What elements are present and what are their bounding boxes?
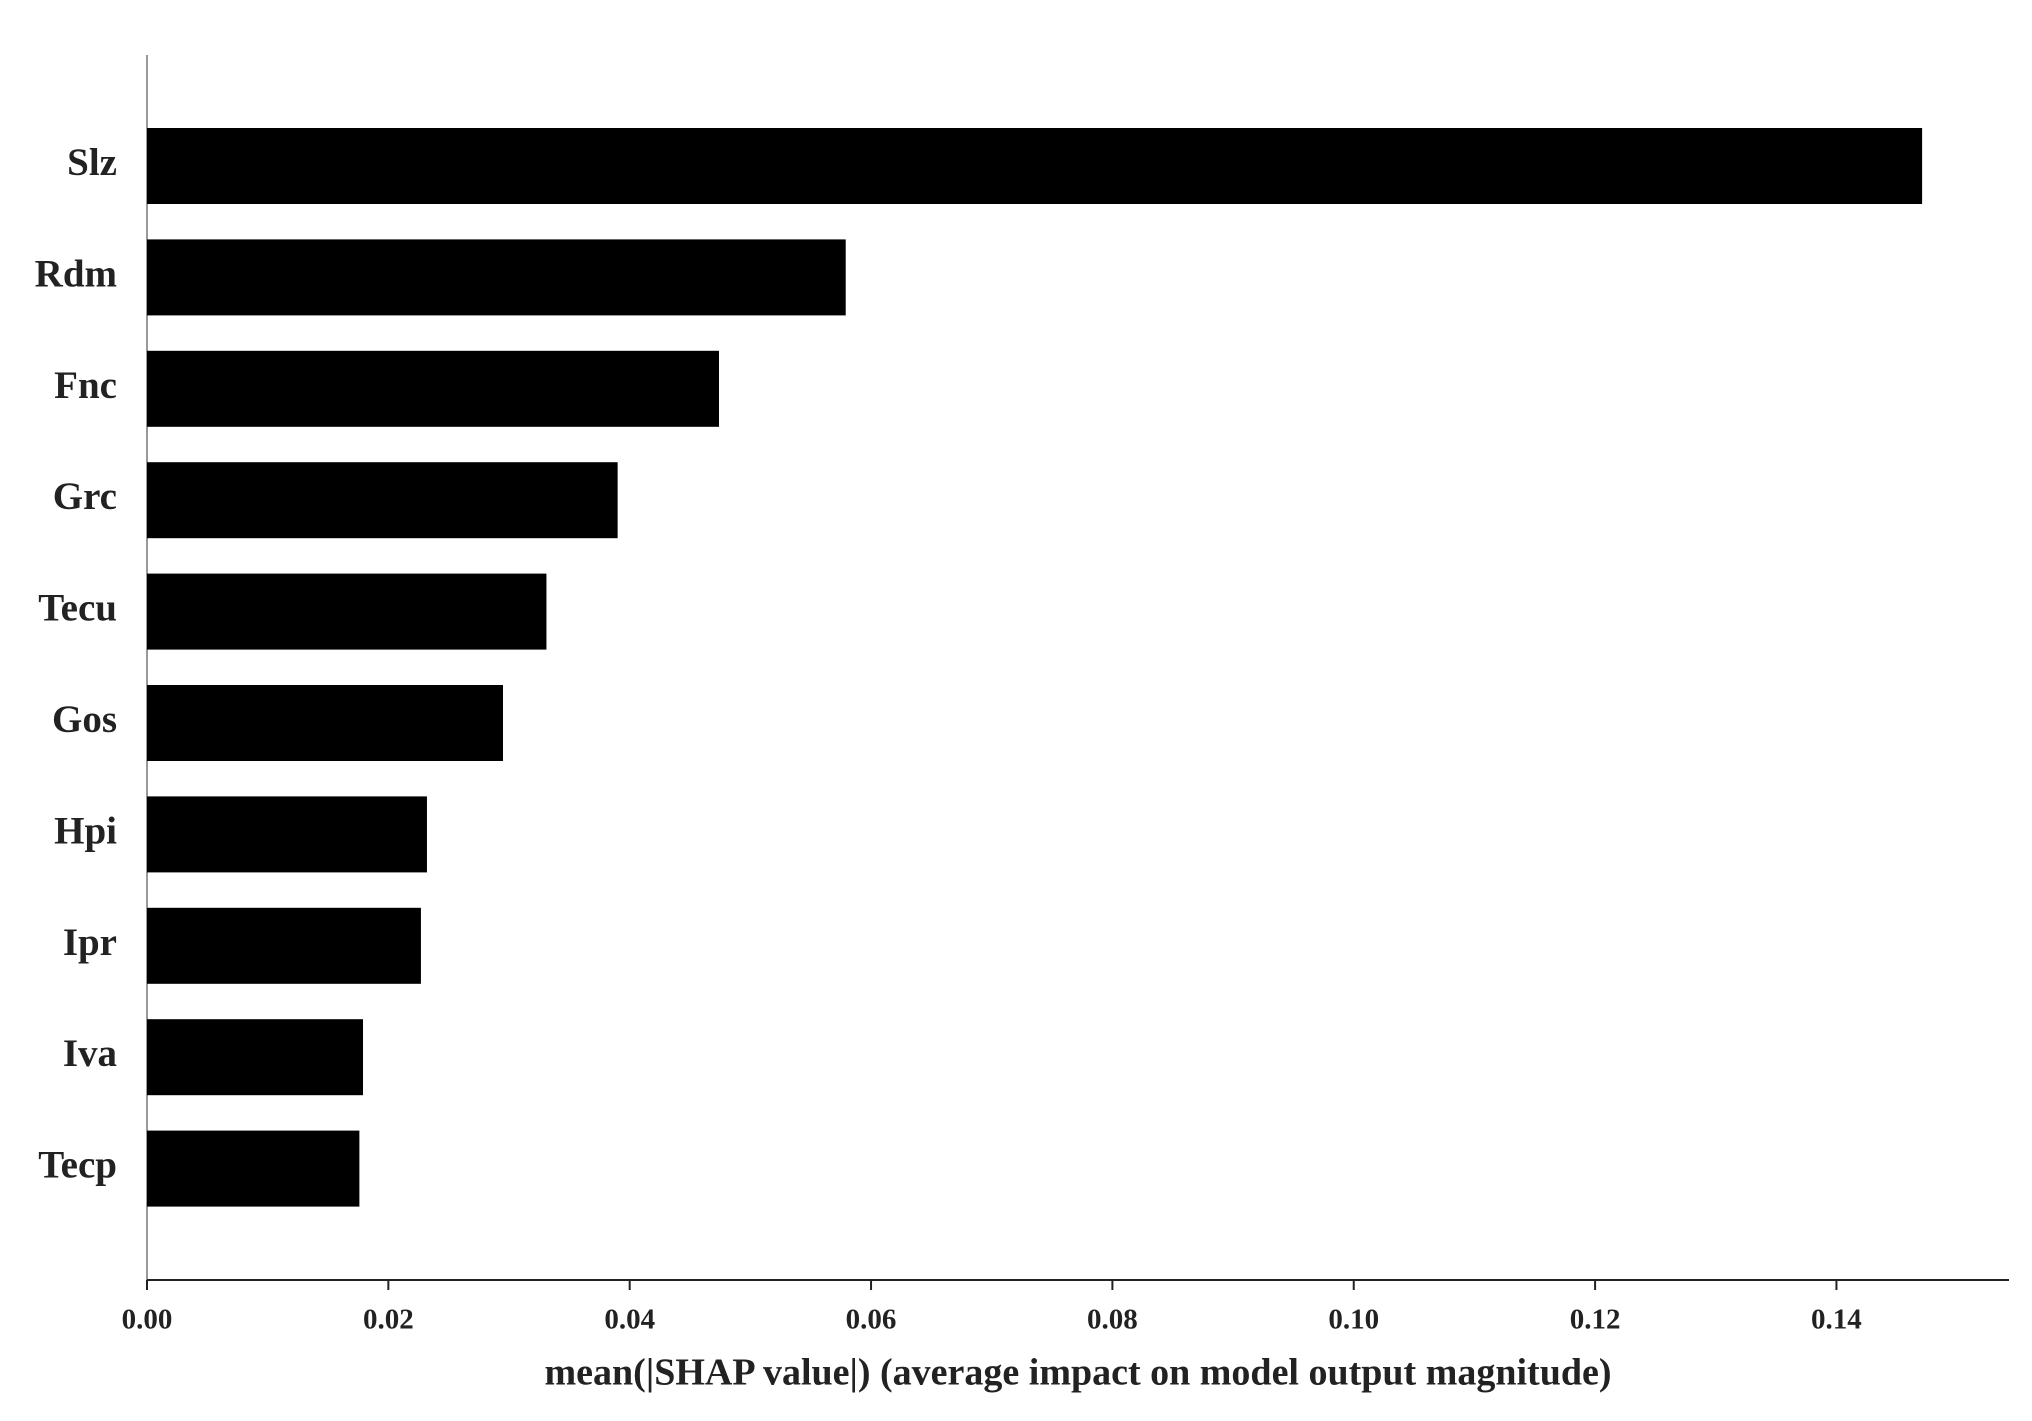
bar — [147, 1019, 364, 1096]
bar — [147, 573, 547, 650]
y-tick-label: Grc — [53, 475, 117, 518]
y-tick-label: Hpi — [54, 809, 117, 852]
x-tick-label: 0.12 — [1570, 1304, 1621, 1336]
x-tick-label: 0.10 — [1328, 1304, 1379, 1336]
y-tick-label: Gos — [52, 698, 117, 741]
y-tick-label: Tecp — [38, 1144, 117, 1187]
bar — [147, 239, 846, 316]
y-tick-label: Rdm — [35, 252, 117, 295]
x-tick-label: 0.06 — [846, 1304, 897, 1336]
bar — [147, 350, 719, 427]
y-tick-label: Fnc — [54, 364, 117, 407]
y-tick-label: Tecu — [38, 587, 117, 630]
bar — [147, 462, 618, 539]
y-tick-label: Slz — [67, 141, 117, 184]
y-tick-label: Iva — [63, 1032, 117, 1075]
bar — [147, 128, 1923, 204]
x-tick-label: 0.08 — [1087, 1304, 1138, 1336]
bar — [147, 907, 421, 984]
bar — [147, 1130, 360, 1207]
bar — [147, 796, 427, 873]
x-tick-label: 0.04 — [604, 1304, 655, 1336]
bar — [147, 685, 503, 761]
x-tick-label: 0.00 — [122, 1304, 173, 1336]
y-tick-label: Ipr — [63, 921, 117, 964]
x-axis-label: mean(|SHAP value|) (average impact on mo… — [545, 1352, 1612, 1394]
x-tick-label: 0.02 — [363, 1304, 414, 1336]
x-tick-label: 0.14 — [1811, 1304, 1862, 1336]
